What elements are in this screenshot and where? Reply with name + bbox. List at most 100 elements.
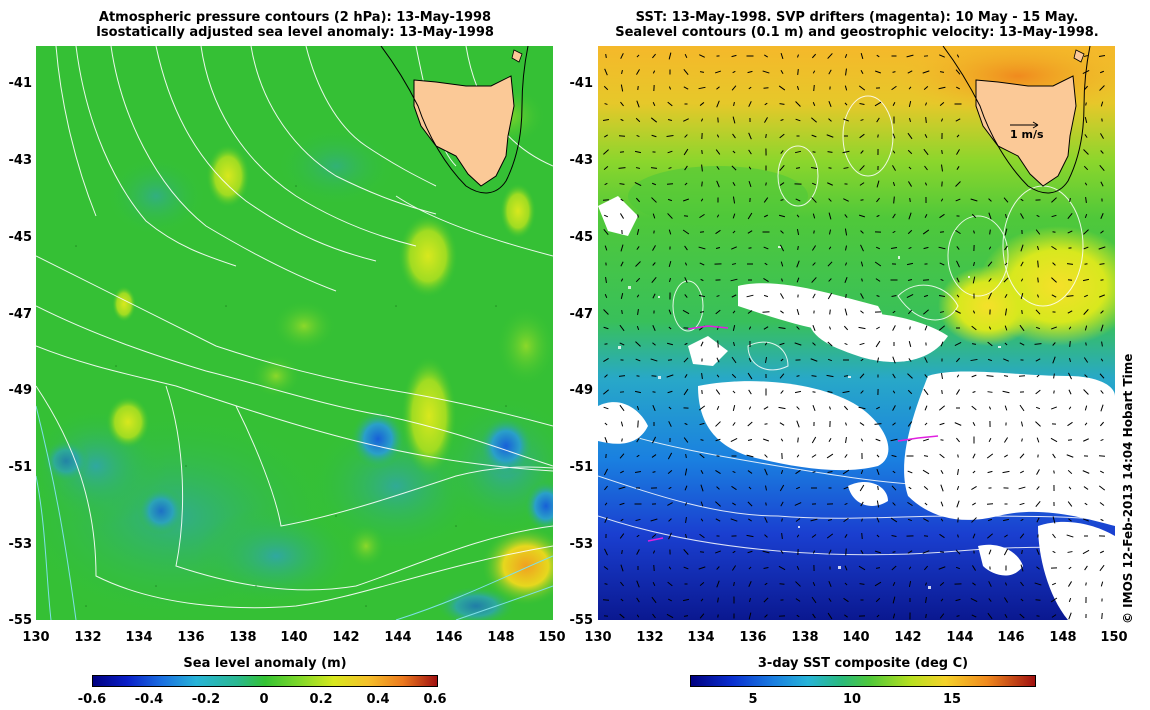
velocity-arrow	[651, 436, 657, 444]
velocity-arrow	[748, 326, 752, 330]
velocity-arrow	[620, 198, 624, 202]
velocity-arrow	[748, 518, 752, 522]
velocity-arrow	[796, 420, 800, 428]
velocity-arrow	[698, 86, 706, 90]
velocity-arrow	[746, 534, 754, 538]
velocity-arrow	[1099, 564, 1105, 572]
velocity-arrow	[603, 309, 609, 315]
velocity-arrow	[669, 277, 671, 283]
sla-tick: -0.2	[191, 692, 221, 707]
velocity-arrow	[1019, 453, 1025, 459]
velocity-arrow	[748, 101, 752, 107]
velocity-arrow	[986, 453, 994, 459]
velocity-arrow	[635, 167, 641, 169]
velocity-arrow	[907, 550, 913, 554]
velocity-arrow	[827, 151, 833, 153]
velocity-arrow	[667, 452, 673, 460]
velocity-arrow	[636, 325, 640, 331]
velocity-arrow	[1020, 518, 1024, 522]
velocity-arrow	[1099, 502, 1105, 506]
velocity-arrow	[860, 550, 864, 554]
velocity-arrow	[891, 454, 897, 458]
velocity-arrow	[1020, 261, 1024, 267]
velocity-arrow	[795, 101, 801, 107]
velocity-arrow	[813, 230, 815, 234]
velocity-arrow	[652, 101, 656, 107]
velocity-arrow	[747, 212, 753, 220]
lat-tick: -45	[8, 230, 33, 245]
velocity-arrow	[907, 229, 913, 235]
velocity-arrow	[684, 53, 688, 59]
velocity-arrow	[747, 470, 753, 474]
velocity-arrow	[746, 294, 754, 298]
velocity-arrow	[970, 198, 978, 202]
velocity-arrow	[1084, 263, 1088, 265]
velocity-arrow	[636, 597, 640, 603]
velocity-arrow	[955, 86, 961, 90]
velocity-arrow	[779, 133, 785, 139]
velocity-arrow	[955, 198, 961, 202]
velocity-arrow	[1018, 486, 1026, 490]
velocity-arrow	[988, 598, 992, 602]
velocity-arrow	[972, 276, 976, 284]
velocity-arrow	[811, 534, 817, 538]
velocity-arrow	[1082, 470, 1090, 474]
velocity-arrow	[684, 165, 688, 171]
lon-tick: 140	[842, 630, 870, 645]
velocity-arrow	[780, 70, 784, 74]
velocity-arrow	[844, 262, 848, 266]
velocity-arrow	[988, 212, 992, 220]
velocity-arrow	[1066, 295, 1074, 297]
velocity-arrow	[956, 149, 960, 155]
velocity-arrow	[603, 166, 609, 170]
velocity-arrow	[827, 612, 833, 620]
velocity-arrow	[1020, 213, 1024, 219]
velocity-arrow	[636, 54, 640, 58]
velocity-arrow	[1068, 326, 1072, 330]
velocity-arrow	[778, 85, 786, 91]
velocity-arrow	[1019, 502, 1025, 506]
velocity-arrow	[667, 390, 673, 394]
velocity-arrow	[796, 214, 800, 218]
velocity-arrow	[844, 502, 848, 506]
velocity-arrow	[1083, 149, 1089, 155]
velocity-arrow	[796, 85, 800, 91]
velocity-arrow	[859, 133, 865, 139]
velocity-arrow	[636, 375, 640, 377]
velocity-arrow	[636, 246, 640, 250]
velocity-arrow	[763, 326, 769, 330]
velocity-arrow	[618, 375, 626, 377]
velocity-arrow	[636, 534, 640, 538]
velocity-arrow	[925, 102, 927, 106]
velocity-arrow	[1053, 373, 1055, 379]
velocity-arrow	[876, 357, 880, 363]
velocity-arrow	[1035, 406, 1041, 410]
velocity-arrow	[619, 502, 625, 506]
velocity-arrow	[844, 308, 848, 316]
velocity-arrow	[892, 165, 896, 171]
velocity-arrow	[795, 198, 801, 202]
velocity-arrow	[1050, 597, 1058, 603]
velocity-arrow	[1020, 564, 1024, 572]
velocity-arrow	[779, 422, 785, 426]
velocity-arrow	[892, 581, 896, 587]
velocity-arrow	[859, 422, 865, 426]
left-title-line2: Isostatically adjusted sea level anomaly…	[96, 25, 494, 40]
velocity-arrow	[1020, 292, 1024, 300]
velocity-arrow	[827, 391, 833, 393]
velocity-arrow	[778, 326, 786, 330]
velocity-arrow	[780, 230, 784, 234]
velocity-arrow	[730, 278, 738, 282]
velocity-arrow	[603, 468, 609, 476]
velocity-arrow	[844, 53, 848, 59]
velocity-arrow	[1083, 486, 1089, 490]
velocity-arrow	[988, 278, 992, 282]
velocity-arrow	[652, 325, 656, 331]
velocity-arrow	[860, 310, 864, 314]
velocity-arrow	[1052, 231, 1056, 233]
velocity-arrow	[668, 167, 672, 169]
velocity-arrow	[940, 118, 944, 122]
velocity-arrow	[795, 581, 801, 587]
velocity-arrow	[701, 181, 703, 187]
velocity-arrow	[1052, 516, 1056, 524]
